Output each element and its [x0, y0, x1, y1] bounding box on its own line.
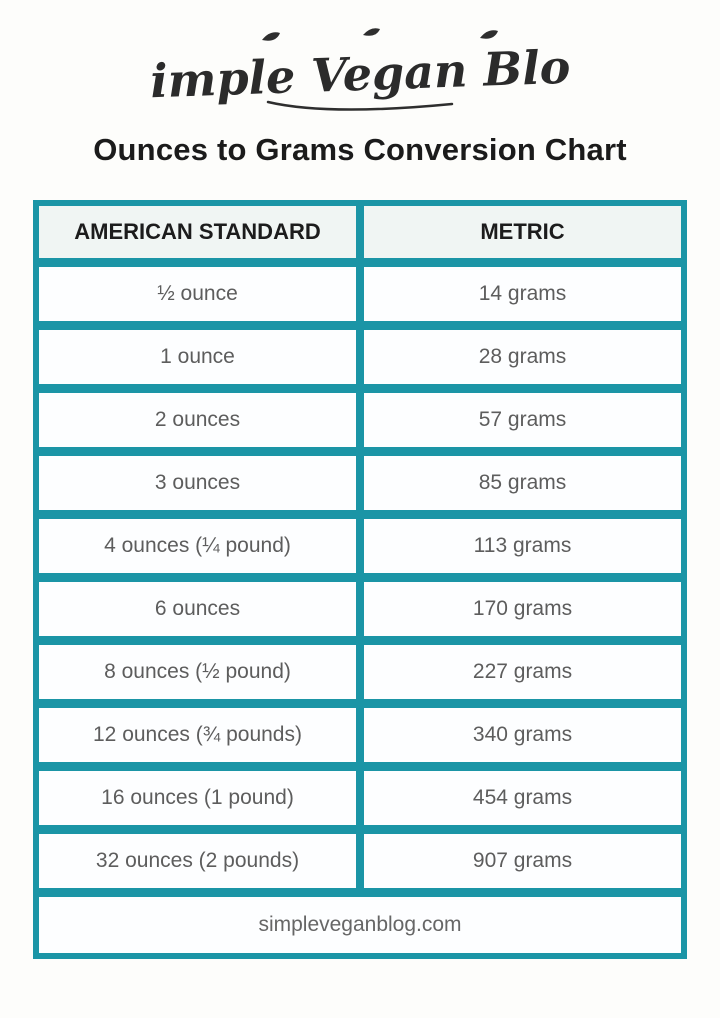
page-title: Ounces to Grams Conversion Chart	[93, 132, 627, 167]
metric-cell: 227 grams	[364, 645, 681, 699]
american-standard-cell: 12 ounces (¾ pounds)	[39, 708, 356, 762]
american-standard-cell: ½ ounce	[39, 267, 356, 321]
metric-cell: 85 grams	[364, 456, 681, 510]
american-standard-cell: 6 ounces	[39, 582, 356, 636]
table-row: 6 ounces 170 grams	[39, 582, 681, 636]
website-url-text: simpleveganblog.com	[39, 897, 681, 953]
metric-cell: 28 grams	[364, 330, 681, 384]
table-footer-row: simpleveganblog.com	[39, 897, 681, 953]
metric-cell: 113 grams	[364, 519, 681, 573]
metric-cell: 454 grams	[364, 771, 681, 825]
logo-text: Simple Vegan Blog	[150, 39, 570, 110]
american-standard-cell: 8 ounces (½ pound)	[39, 645, 356, 699]
american-standard-cell: 4 ounces (¼ pound)	[39, 519, 356, 573]
column-header-metric: METRIC	[364, 206, 681, 258]
table-row: 8 ounces (½ pound) 227 grams	[39, 645, 681, 699]
logo-script-graphic: Simple Vegan Blog	[150, 28, 570, 111]
american-standard-cell: 32 ounces (2 pounds)	[39, 834, 356, 888]
table-row: 4 ounces (¼ pound) 113 grams	[39, 519, 681, 573]
american-standard-cell: 16 ounces (1 pound)	[39, 771, 356, 825]
table-row: ½ ounce 14 grams	[39, 267, 681, 321]
american-standard-cell: 3 ounces	[39, 456, 356, 510]
table-row: 1 ounce 28 grams	[39, 330, 681, 384]
leaf-icon	[262, 28, 498, 41]
american-standard-cell: 2 ounces	[39, 393, 356, 447]
table-row: 2 ounces 57 grams	[39, 393, 681, 447]
american-standard-cell: 1 ounce	[39, 330, 356, 384]
simple-vegan-blog-logo: Simple Vegan Blog	[150, 26, 570, 118]
metric-cell: 907 grams	[364, 834, 681, 888]
logo-flourish	[266, 100, 454, 111]
metric-cell: 14 grams	[364, 267, 681, 321]
table-row: 16 ounces (1 pound) 454 grams	[39, 771, 681, 825]
table-row: 3 ounces 85 grams	[39, 456, 681, 510]
metric-cell: 340 grams	[364, 708, 681, 762]
metric-cell: 170 grams	[364, 582, 681, 636]
metric-cell: 57 grams	[364, 393, 681, 447]
conversion-table: AMERICAN STANDARD METRIC ½ ounce 14 gram…	[33, 200, 687, 959]
column-header-american-standard: AMERICAN STANDARD	[39, 206, 356, 258]
table-row: 32 ounces (2 pounds) 907 grams	[39, 834, 681, 888]
table-header-row: AMERICAN STANDARD METRIC	[39, 206, 681, 258]
table-row: 12 ounces (¾ pounds) 340 grams	[39, 708, 681, 762]
